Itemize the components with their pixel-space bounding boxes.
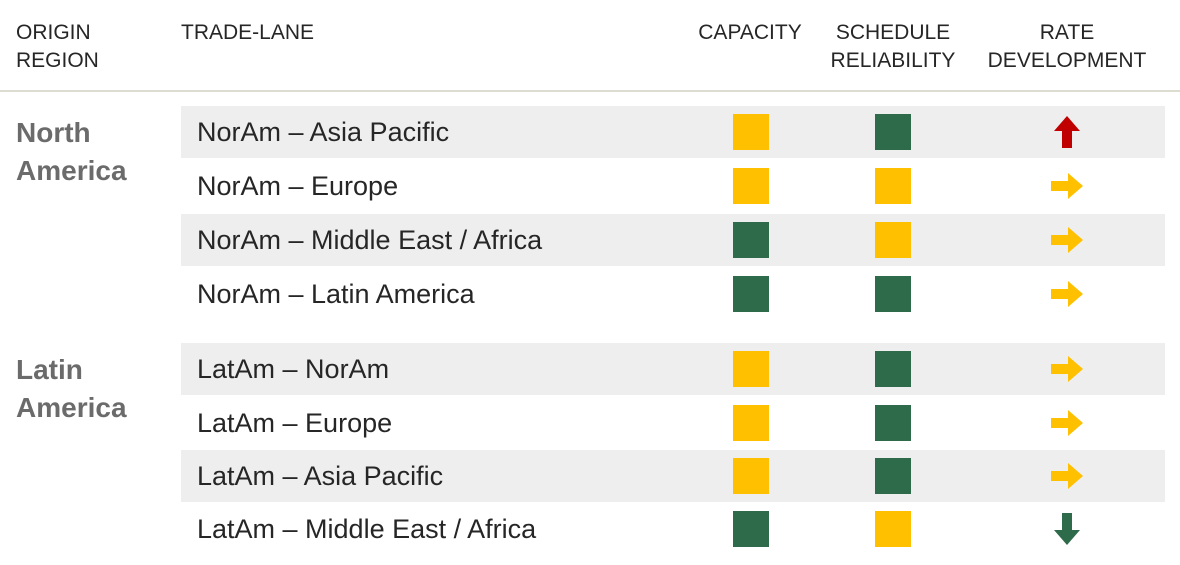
schedule-reliability-indicator <box>875 458 911 494</box>
header-rate-line2: DEVELOPMENT <box>987 49 1147 72</box>
header-rate-development: RATE DEVELOPMENT <box>972 19 1162 75</box>
capacity-indicator <box>733 222 769 258</box>
header-origin-line1: ORIGIN <box>16 21 91 44</box>
header-origin-region: ORIGIN REGION <box>16 19 99 75</box>
region-latin-line1: Latin <box>16 354 83 385</box>
table-row: LatAm – Middle East / Africa <box>181 503 1165 555</box>
trade-lane-label: NorAm – Europe <box>197 171 399 201</box>
header-schedule-line1: SCHEDULE <box>835 21 951 44</box>
header-capacity: CAPACITY <box>698 21 802 44</box>
arrow-right-icon <box>1051 173 1083 199</box>
trade-lane-label: NorAm – Middle East / Africa <box>197 225 543 255</box>
schedule-reliability-indicator <box>875 351 911 387</box>
capacity-indicator <box>733 168 769 204</box>
table-row: NorAm – Middle East / Africa <box>181 214 1165 266</box>
arrow-right-icon <box>1051 227 1083 253</box>
header-rate-line1: RATE <box>1039 21 1095 44</box>
schedule-reliability-indicator <box>875 114 911 150</box>
schedule-reliability-indicator <box>875 276 911 312</box>
header-trade-lane: TRADE-LANE <box>181 21 315 44</box>
table-row: LatAm – NorAm <box>181 343 1165 395</box>
trade-lane-label: LatAm – Asia Pacific <box>197 461 444 491</box>
schedule-reliability-indicator <box>875 222 911 258</box>
region-label-latin-america: Latin America <box>16 351 127 427</box>
arrow-right-icon <box>1051 410 1083 436</box>
table-row: NorAm – Asia Pacific <box>181 106 1165 158</box>
schedule-reliability-indicator <box>875 511 911 547</box>
capacity-indicator <box>733 114 769 150</box>
trade-lane-label: NorAm – Asia Pacific <box>197 117 450 147</box>
capacity-indicator <box>733 351 769 387</box>
table-row: LatAm – Asia Pacific <box>181 450 1165 502</box>
trade-lane-label: LatAm – Europe <box>197 408 393 438</box>
capacity-indicator <box>733 458 769 494</box>
arrow-down-icon <box>1054 513 1080 545</box>
capacity-indicator <box>733 511 769 547</box>
region-label-north-america: North America <box>16 114 127 190</box>
arrow-right-icon <box>1051 281 1083 307</box>
schedule-reliability-indicator <box>875 405 911 441</box>
table-row: LatAm – Europe <box>181 397 1165 449</box>
trade-lane-label: LatAm – NorAm <box>197 354 390 384</box>
region-north-line2: America <box>16 155 127 186</box>
arrow-up-icon <box>1054 116 1080 148</box>
table-row: NorAm – Europe <box>181 160 1165 212</box>
capacity-indicator <box>733 276 769 312</box>
region-north-line1: North <box>16 117 91 148</box>
header-divider <box>0 90 1180 92</box>
region-latin-line2: America <box>16 392 127 423</box>
header-schedule-line2: RELIABILITY <box>830 49 956 72</box>
table-row: NorAm – Latin America <box>181 268 1165 320</box>
arrow-right-icon <box>1051 356 1083 382</box>
trade-lane-label: LatAm – Middle East / Africa <box>197 514 537 544</box>
header-origin-line2: REGION <box>16 49 99 72</box>
trade-lane-label: NorAm – Latin America <box>197 279 475 309</box>
capacity-indicator <box>733 405 769 441</box>
header-schedule-reliability: SCHEDULE RELIABILITY <box>818 19 968 75</box>
arrow-right-icon <box>1051 463 1083 489</box>
schedule-reliability-indicator <box>875 168 911 204</box>
